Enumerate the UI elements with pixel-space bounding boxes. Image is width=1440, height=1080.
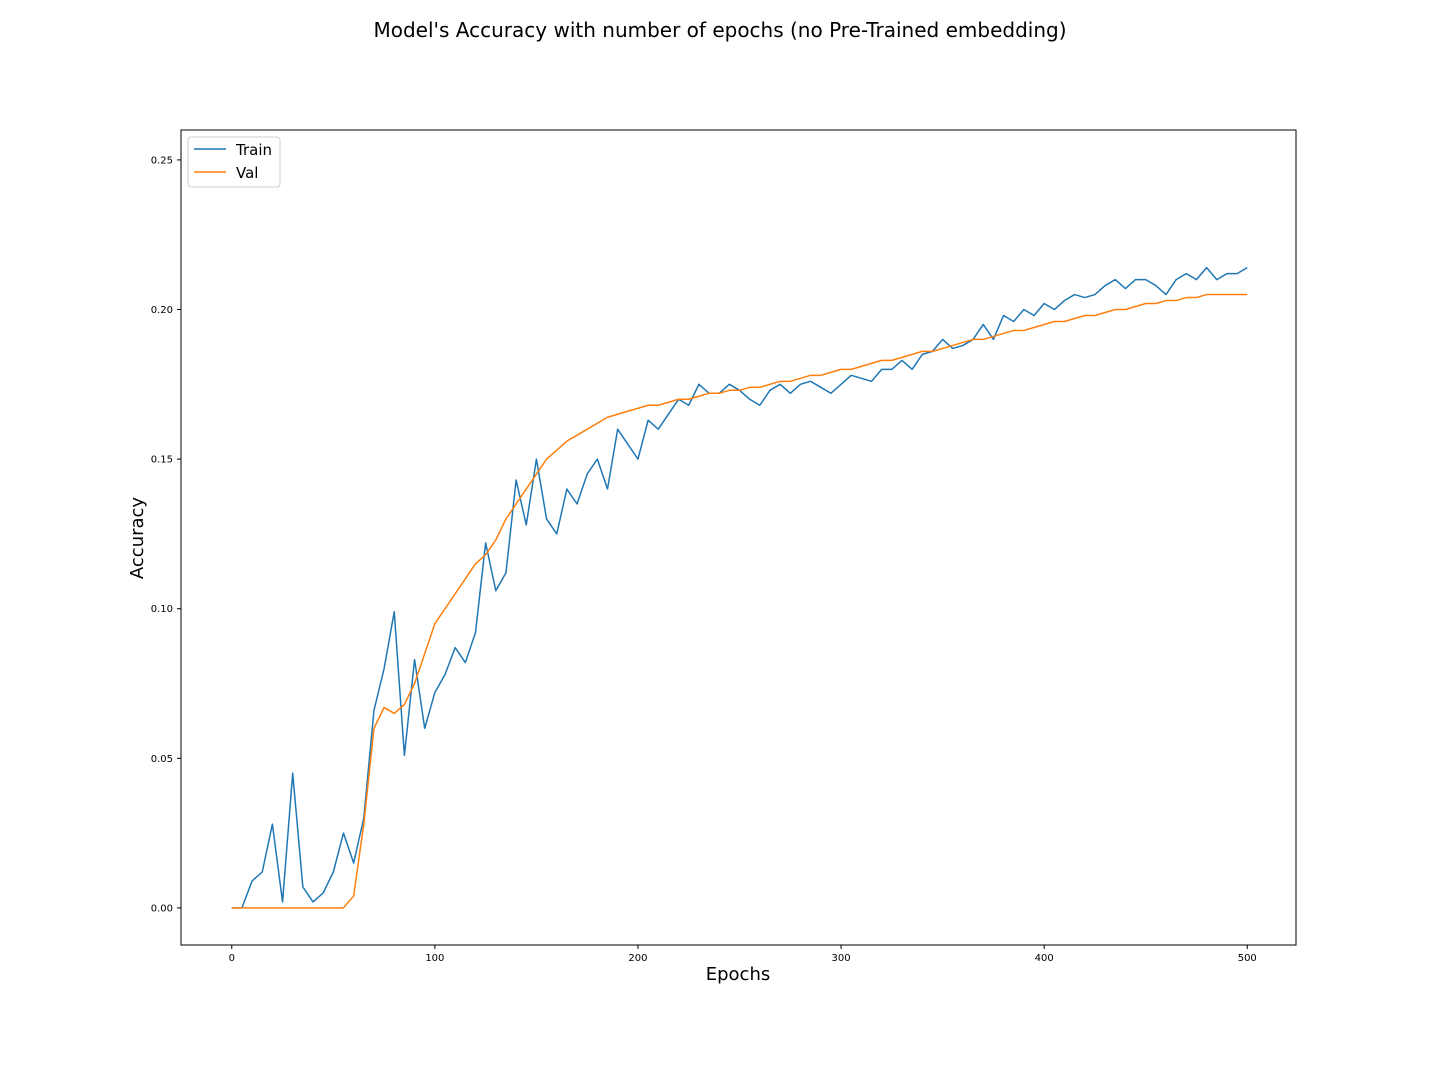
y-tick-label: 0.05 [151, 754, 173, 765]
x-tick-label: 500 [1238, 953, 1257, 964]
x-tick-label: 300 [832, 953, 851, 964]
y-axis-label: Accuracy [127, 497, 148, 580]
axes-frame [180, 129, 1297, 946]
x-tick-label: 0 [229, 953, 235, 964]
y-tick-label: 0.25 [151, 155, 173, 166]
x-axis-ticks: 0 100 200 300 400 500 [229, 945, 1257, 964]
legend-label-train: Train [235, 141, 272, 159]
plot-area: 0 100 200 300 400 500 0.00 0.05 0.10 0.15 0.20 0.2… [151, 129, 1297, 964]
x-axis-label: Epochs [706, 964, 771, 985]
y-axis-ticks: 0.00 0.05 0.10 0.15 0.20 0.25 [151, 155, 181, 914]
series-line-train [231, 266, 1248, 909]
y-tick-label: 0.10 [151, 604, 173, 615]
lines-layer [231, 266, 1248, 909]
y-tick-label: 0.15 [151, 455, 173, 466]
chart-title: Model's Accuracy with number of epochs (… [373, 18, 1066, 42]
legend-label-val: Val [236, 164, 258, 182]
y-tick-label: 0.20 [151, 305, 173, 316]
x-tick-label: 200 [628, 953, 647, 964]
y-tick-label: 0.00 [151, 903, 173, 914]
series-line-val [231, 293, 1248, 909]
x-tick-label: 100 [425, 953, 444, 964]
x-tick-label: 400 [1035, 953, 1054, 964]
legend: Train Val [187, 136, 281, 188]
